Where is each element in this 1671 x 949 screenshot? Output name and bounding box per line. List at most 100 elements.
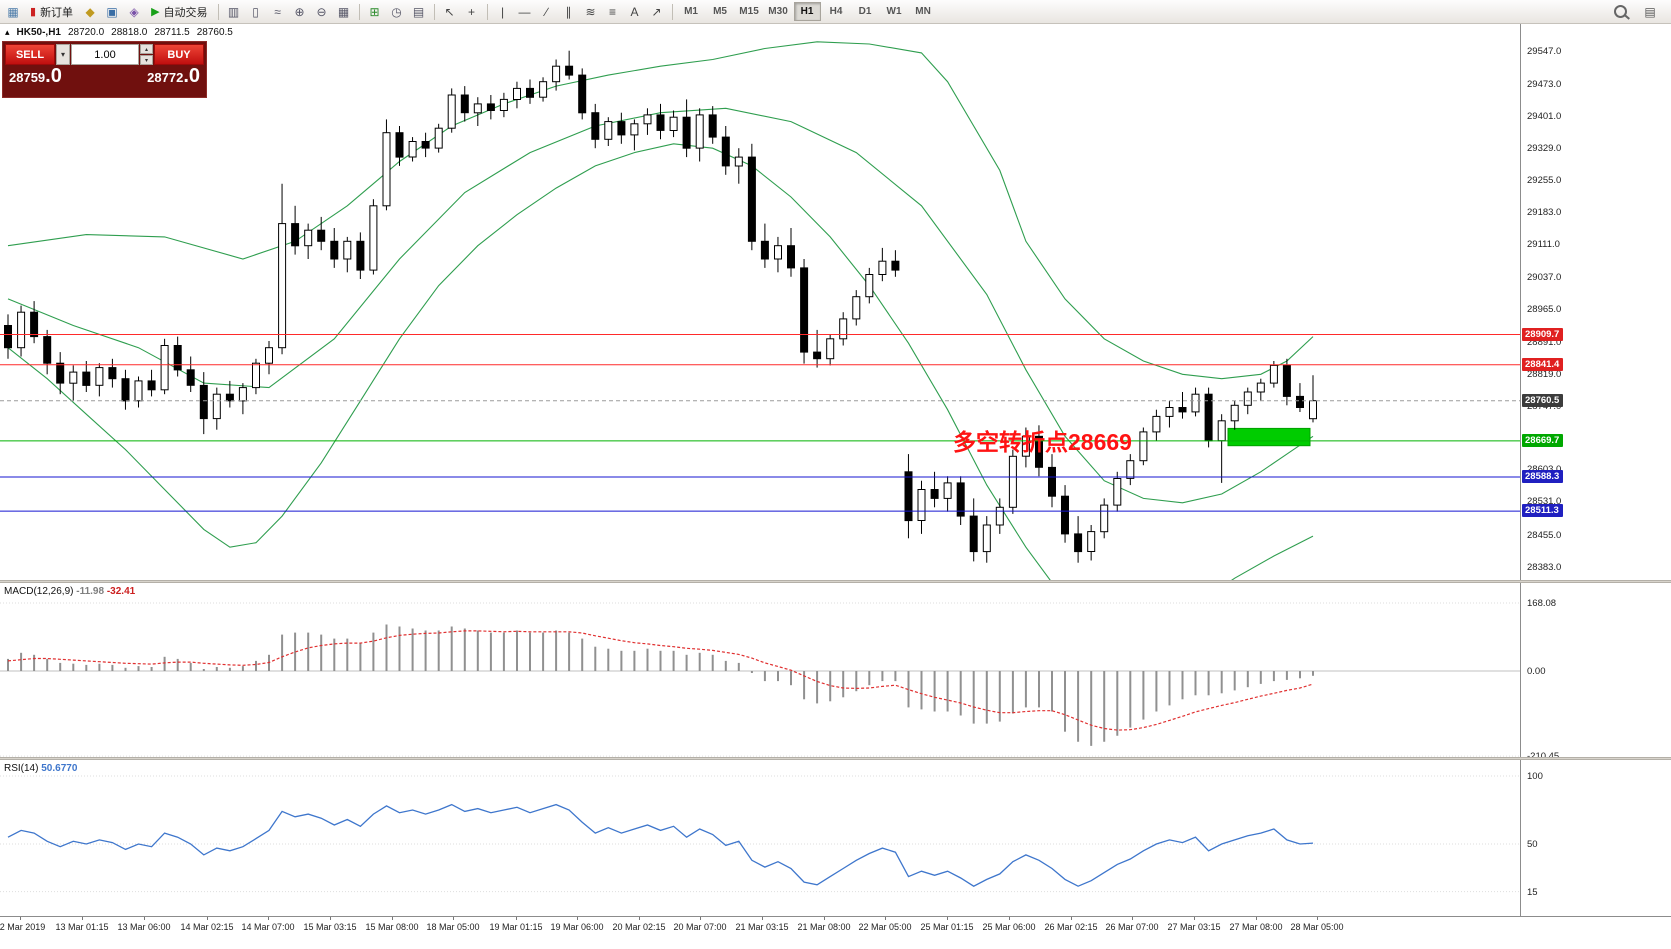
tile-windows-icon[interactable]: ▦ [337, 4, 350, 19]
new-chart-icon[interactable]: ▦ [7, 4, 19, 19]
price-tick-label: 28603.0 [1527, 464, 1561, 475]
sell-price[interactable]: 28759.0 [9, 65, 62, 87]
bar-high-value: 28818.0 [111, 27, 148, 38]
text-icon[interactable]: A [630, 4, 639, 19]
time-axis-tick [1132, 917, 1133, 920]
time-axis-label: 21 Mar 08:00 [797, 922, 851, 932]
data-window-icon[interactable]: ◈ [129, 4, 139, 19]
bollinger-bands-layer [7, 41, 1314, 580]
price-line-badge: 28909.7 [1522, 328, 1564, 341]
annotation-text: 多空转折点28669 [953, 429, 1132, 455]
time-axis-label: 21 Mar 03:15 [735, 922, 789, 932]
volume-up-button[interactable]: ▴ [140, 44, 153, 54]
crosshair-icon[interactable]: + [468, 4, 476, 19]
trendline-icon[interactable]: ∕ [545, 4, 548, 19]
time-axis-tick [330, 917, 331, 920]
time-axis-tick [762, 917, 763, 920]
cursor-icon[interactable]: ↖ [444, 4, 455, 19]
timeframe-h4[interactable]: H4 [829, 6, 843, 17]
time-axis-tick [207, 917, 208, 920]
zoom-out-icon[interactable]: ⊖ [316, 4, 327, 19]
rsi-scale-label: 100 [1527, 771, 1543, 782]
line-chart-icon[interactable]: ≈ [274, 4, 281, 19]
bar-chart-icon[interactable]: ▥ [227, 4, 240, 19]
time-axis-label: 19 Mar 01:15 [489, 922, 543, 932]
bollinger-upper-band [7, 41, 1314, 380]
horizontal-line-icon[interactable]: — [518, 4, 531, 19]
arrow-tool-icon[interactable]: ↗ [651, 4, 662, 19]
time-axis-tick [144, 917, 145, 920]
search-icon[interactable] [1610, 2, 1630, 22]
volume-input[interactable] [71, 44, 139, 65]
time-axis-tick [268, 917, 269, 920]
rsi-panel-canvas[interactable] [0, 760, 1520, 916]
candlestick-chart-icon[interactable]: ▯ [252, 4, 259, 19]
panel-splitter[interactable] [0, 580, 1671, 583]
toolbar-separator [217, 3, 219, 20]
buy-button[interactable]: BUY [154, 44, 204, 65]
channel-icon[interactable]: ∥ [565, 4, 572, 19]
fibonacci-icon[interactable]: ≋ [585, 4, 596, 19]
price-tick-label: 29547.0 [1527, 46, 1562, 57]
templates-icon[interactable]: ▤ [412, 4, 425, 19]
volume-down-button[interactable]: ▾ [140, 55, 153, 65]
periods-icon[interactable]: ◷ [391, 4, 402, 19]
volume-dropdown-button[interactable]: ▾ [56, 44, 70, 65]
market-watch-icon[interactable]: ▣ [106, 4, 118, 19]
timeframe-w1[interactable]: W1 [886, 6, 902, 17]
price-tick-label: 28531.0 [1527, 496, 1562, 507]
timeframe-h1[interactable]: H1 [793, 2, 821, 21]
time-axis-tick [700, 917, 701, 920]
price-tick-label: 29111.0 [1527, 239, 1560, 250]
vertical-line-icon[interactable]: | [500, 4, 505, 19]
zoom-in-icon[interactable]: ⊕ [294, 4, 305, 19]
time-axis-tick [1009, 917, 1010, 920]
price-chart-canvas[interactable]: 多空转折点28669 [0, 24, 1520, 580]
sell-button[interactable]: SELL [5, 44, 55, 65]
timeframe-m15[interactable]: M15 [739, 6, 759, 17]
collapse-panel-icon[interactable]: ▴ [5, 27, 10, 37]
shapes-icon[interactable]: ≡ [609, 4, 617, 19]
price-scale[interactable]: 29547.0 29473.0 29401.0 29329.0 29255.0 29183… [1520, 24, 1671, 916]
price-tick-label: 29183.0 [1527, 207, 1562, 218]
time-axis[interactable]: 12 Mar 2019 13 Mar 01:15 13 Mar 06:00 14 Ma… [0, 916, 1671, 949]
bar-close-value: 28760.5 [196, 27, 233, 38]
current-price-badge: 28760.5 [1522, 394, 1564, 407]
timeframe-m5[interactable]: M5 [713, 6, 727, 17]
time-axis-label: 12 Mar 2019 [0, 922, 46, 932]
new-order-button-icon: ▮ [30, 6, 37, 18]
toolbar-left-groups: ▦ ▮ 新订单 ◆ ▣ ◈ ▶ 自动交易 ▥ ▯ ≈ ⊕ ⊖ ▦ ⊞ ◷ ▤ ↖ + | — ∕ ∥ ≋ ≡ A ↗ M1 M5 M15 M… [2, 2, 1609, 22]
buy-price[interactable]: 28772.0 [147, 65, 200, 87]
new-order-button[interactable]: ▮ 新订单 [30, 6, 74, 19]
price-line-badge: 28511.3 [1522, 504, 1563, 517]
rsi-scale-label: 15 [1527, 887, 1538, 898]
bollinger-middle-band [7, 107, 1314, 504]
timeframe-m30[interactable]: M30 [768, 6, 788, 17]
time-axis-label: 19 Mar 06:00 [550, 922, 604, 932]
panels-icon[interactable]: ▤ [1644, 4, 1656, 19]
time-axis-tick [453, 917, 454, 920]
time-axis-label: 20 Mar 02:15 [612, 922, 666, 932]
macd-histogram [7, 624, 1314, 746]
annotation-highlight-box [1227, 427, 1311, 447]
price-line-badge: 28588.3 [1522, 470, 1564, 483]
time-axis-label: 13 Mar 01:15 [55, 922, 109, 932]
autotrading-button[interactable]: ▶ 自动交易 [151, 6, 208, 19]
price-tick-label: 29401.0 [1527, 111, 1562, 122]
time-axis-tick [1256, 917, 1257, 920]
time-axis-label: 15 Mar 08:00 [365, 922, 419, 932]
timeframe-m1[interactable]: M1 [684, 6, 698, 17]
price-tick-label: 28965.0 [1527, 304, 1562, 315]
time-axis-label: 26 Mar 02:15 [1044, 922, 1098, 932]
price-tick-label: 28383.0 [1527, 562, 1562, 573]
timeframe-mn[interactable]: MN [915, 6, 931, 17]
timeframe-d1[interactable]: D1 [858, 6, 872, 17]
panel-splitter[interactable] [0, 757, 1671, 760]
profiles-icon[interactable]: ◆ [85, 4, 95, 19]
time-axis-tick [1317, 917, 1318, 920]
macd-panel-canvas[interactable] [0, 583, 1520, 757]
indicators-icon[interactable]: ⊞ [369, 4, 380, 19]
toolbar-separator [671, 3, 673, 20]
macd-scale-label: 0.00 [1527, 666, 1546, 677]
time-axis-tick [392, 917, 393, 920]
